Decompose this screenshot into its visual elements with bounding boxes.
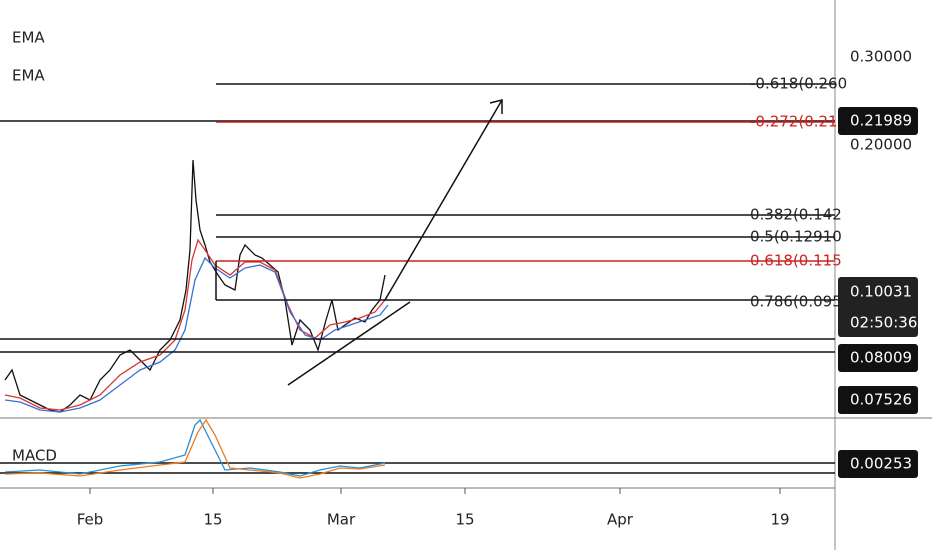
price-tag-label: 0.07526: [850, 391, 912, 409]
time-label: Feb: [77, 511, 104, 529]
price-tag: [838, 107, 918, 135]
macd-label: MACD: [12, 447, 57, 465]
price-series: [4, 159, 389, 413]
price-tag-label: 0.00253: [850, 455, 912, 473]
indicator-label: EMA: [12, 67, 45, 85]
price-axis-label: 0.30000: [850, 48, 912, 66]
trendline: [287, 301, 411, 386]
projection-arrow: [384, 99, 503, 301]
price-tag-label: 0.21989: [850, 112, 912, 130]
macd-lines: [4, 418, 386, 479]
price-axis-label: 0.20000: [850, 136, 912, 154]
fib-label: 0.786(0.095: [750, 293, 842, 311]
time-label: 15: [455, 511, 474, 529]
fib-label: -0.272(0.219: [750, 113, 847, 131]
fib-label: 0.618(0.115: [750, 252, 842, 270]
price-tag: [838, 277, 918, 337]
countdown-label: 02:50:36: [850, 314, 917, 332]
fib-label: 0.5(0.12910: [750, 228, 842, 246]
fib-label: 0.382(0.142: [750, 206, 842, 224]
price-tag: [838, 450, 918, 478]
time-label: Apr: [607, 511, 634, 529]
time-label: 19: [770, 511, 789, 529]
price-tag: [838, 386, 918, 414]
fib-label: -0.618(0.260: [750, 75, 847, 93]
price-tag-label: 0.10031: [850, 283, 912, 301]
arrow-head: [489, 99, 503, 114]
time-axis: [89, 488, 781, 494]
time-label: 15: [203, 511, 222, 529]
price-tag: [838, 344, 918, 372]
horizontal-lines: [0, 83, 835, 474]
indicator-label: EMA: [12, 29, 45, 47]
time-label: Mar: [327, 511, 356, 529]
price-tag-label: 0.08009: [850, 349, 912, 367]
